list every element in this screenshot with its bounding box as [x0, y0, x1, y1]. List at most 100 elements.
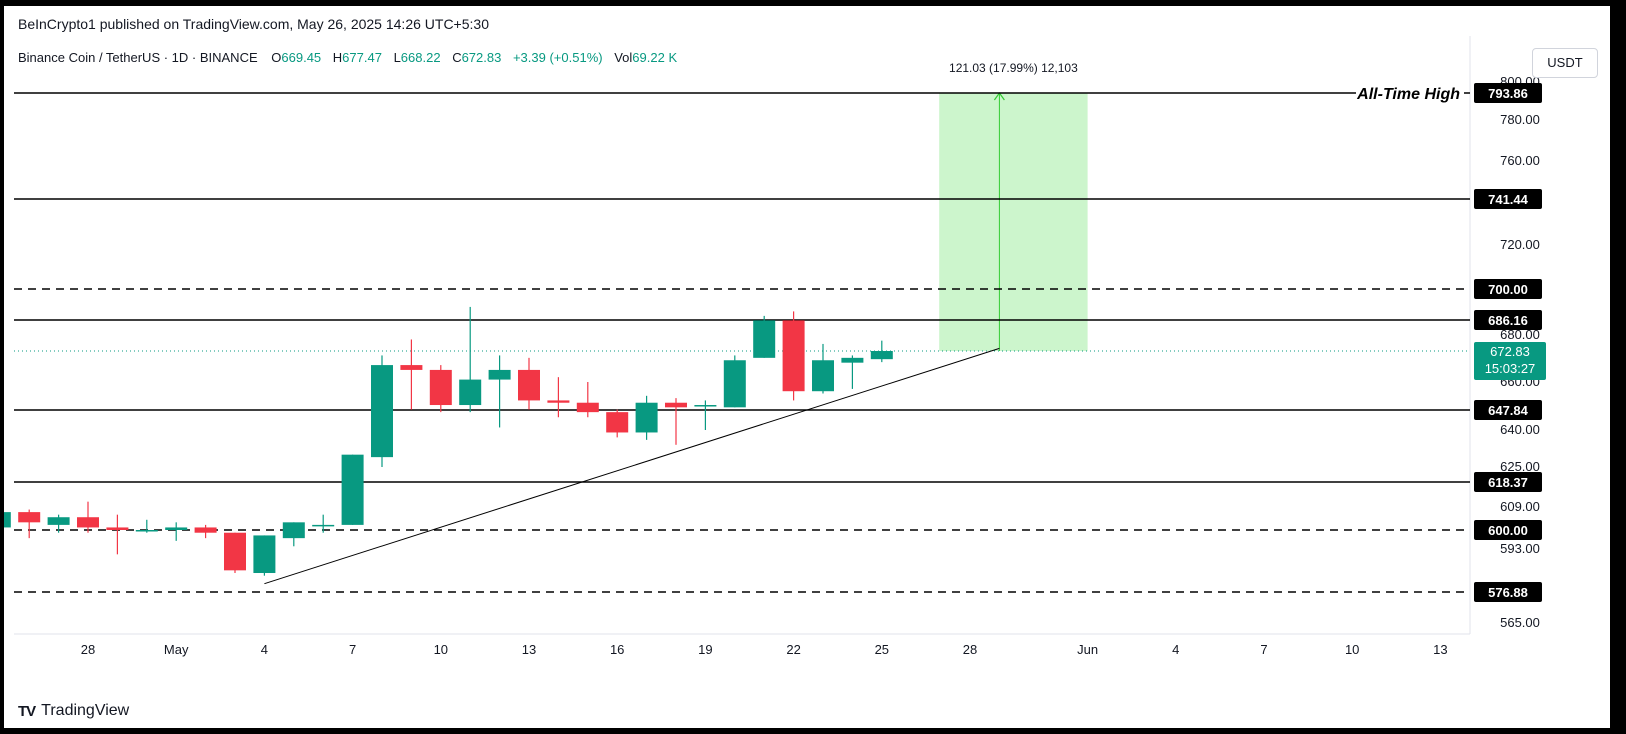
- candle: [635, 395, 658, 440]
- x-tick-label: 28: [963, 642, 977, 657]
- y-tick-label: 593.00: [1500, 541, 1540, 556]
- candle-body: [753, 320, 776, 358]
- y-tick-label: 565.00: [1500, 615, 1540, 630]
- symbol-name[interactable]: Binance Coin / TetherUS · 1D · BINANCE: [18, 50, 258, 65]
- tradingview-logo-text: TradingView: [41, 702, 130, 719]
- chart-frame: 121.03 (17.99%) 12,103 All-Time High 800…: [4, 6, 1610, 728]
- candle-body: [194, 527, 217, 533]
- candle-body: [547, 400, 570, 403]
- volume-value: 69.22 K: [632, 50, 678, 65]
- candle: [371, 355, 393, 467]
- candle: [488, 355, 511, 428]
- open-value: 669.45: [281, 50, 322, 65]
- level-tag-label: 618.37: [1488, 475, 1528, 490]
- candle-body: [488, 369, 511, 380]
- candle-body: [371, 365, 393, 458]
- candle-body: [282, 522, 305, 539]
- x-tick-label: 25: [875, 642, 889, 657]
- candle: [165, 522, 188, 541]
- candle: [870, 340, 893, 363]
- candle: [4, 512, 11, 528]
- candle-body: [429, 369, 452, 406]
- price-chart[interactable]: 121.03 (17.99%) 12,103 All-Time High 800…: [4, 6, 1610, 728]
- candle: [753, 315, 776, 358]
- x-tick-label: May: [164, 642, 189, 657]
- x-tick-label: 16: [610, 642, 624, 657]
- published-by: BeInCrypto1 published on TradingView.com…: [18, 16, 489, 32]
- candle-body: [312, 524, 335, 527]
- low-label: L: [393, 50, 401, 65]
- candle-body: [77, 517, 99, 528]
- candle: [841, 355, 864, 389]
- candle-body: [224, 532, 246, 571]
- candle-body: [165, 527, 188, 530]
- x-tick-label: 10: [1345, 642, 1359, 657]
- candle-body: [723, 360, 746, 408]
- level-tag: [1474, 279, 1542, 299]
- x-tick-label: 4: [1172, 642, 1179, 657]
- high-label: H: [332, 50, 343, 65]
- candle: [547, 377, 570, 418]
- candle: [606, 409, 629, 438]
- candle-body: [812, 360, 834, 392]
- candle-body: [18, 512, 41, 523]
- candle-body: [665, 402, 687, 408]
- close-value: 672.83: [461, 50, 502, 65]
- level-tag-label: 647.84: [1488, 403, 1529, 418]
- tradingview-logo[interactable]: TV TradingView: [18, 702, 129, 720]
- candle-body: [576, 402, 599, 413]
- x-tick-label: 13: [1433, 642, 1447, 657]
- y-tick-label: 720.00: [1500, 237, 1540, 252]
- level-tag: [1474, 400, 1542, 420]
- x-tick-label: 7: [349, 642, 356, 657]
- y-tick-label: 625.00: [1500, 459, 1540, 474]
- candle: [18, 509, 41, 539]
- candle: [282, 522, 305, 547]
- candle-body: [782, 320, 805, 392]
- candle-body: [606, 412, 629, 433]
- candle: [341, 454, 364, 525]
- candle-body: [135, 530, 158, 532]
- candle-body: [635, 402, 658, 433]
- level-tag-label: 700.00: [1488, 282, 1528, 297]
- candle: [106, 514, 129, 555]
- candle: [723, 355, 746, 408]
- candle: [253, 535, 276, 576]
- all-time-high-label: All-Time High: [1356, 86, 1460, 103]
- level-tag: [1474, 189, 1542, 209]
- current-price-tag: [1474, 342, 1546, 380]
- high-value: 677.47: [342, 50, 382, 65]
- candle-body: [870, 351, 893, 360]
- y-tick-label: 680.00: [1500, 327, 1540, 342]
- x-tick-label: 7: [1260, 642, 1267, 657]
- candle-body: [4, 512, 11, 528]
- candle: [224, 532, 246, 574]
- candle: [77, 501, 99, 533]
- y-tick-label: 609.00: [1500, 499, 1540, 514]
- y-tick-label: 760.00: [1500, 153, 1540, 168]
- level-tag: [1474, 520, 1542, 540]
- candle-body: [341, 454, 364, 525]
- candle-body: [459, 379, 482, 406]
- open-label: O: [271, 50, 282, 65]
- candle-body: [400, 365, 423, 370]
- projection-label: 121.03 (17.99%) 12,103: [949, 61, 1078, 75]
- current-price-label: 672.83: [1490, 344, 1530, 359]
- level-tag: [1474, 83, 1542, 103]
- annotation-bg: [1356, 82, 1464, 104]
- currency-button[interactable]: USDT: [1532, 48, 1598, 78]
- candle-body: [518, 369, 540, 401]
- x-tick-label: 28: [81, 642, 95, 657]
- candle-body: [106, 527, 129, 530]
- trendline: [264, 347, 1000, 585]
- volume-label: Vol: [614, 50, 633, 65]
- level-tag-label: 741.44: [1488, 192, 1529, 207]
- level-tag-label: 686.16: [1488, 313, 1528, 328]
- candle: [576, 382, 599, 418]
- candle: [694, 400, 717, 430]
- level-tag-label: 600.00: [1488, 523, 1528, 538]
- low-value: 668.22: [400, 50, 441, 65]
- level-tag: [1474, 582, 1542, 602]
- candle: [135, 519, 158, 533]
- x-tick-label: 10: [434, 642, 448, 657]
